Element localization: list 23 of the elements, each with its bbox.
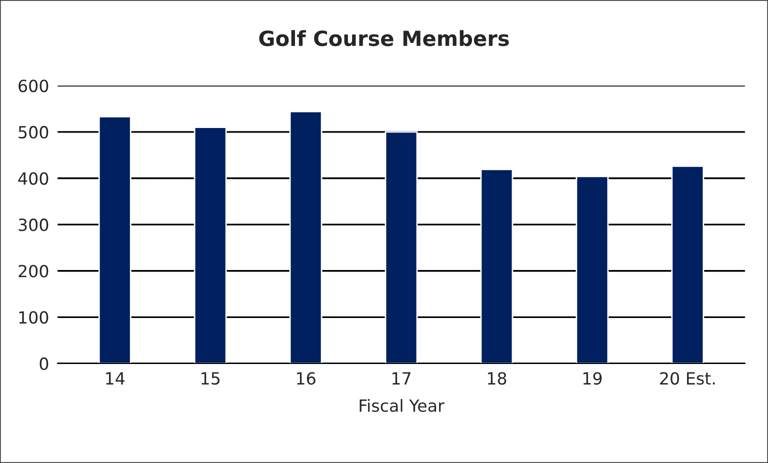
x-tick-label: 15 xyxy=(202,372,220,385)
x-tick-label: 16 xyxy=(297,372,316,385)
y-tick-label: 200 xyxy=(18,264,48,278)
x-tick-label: 19 xyxy=(583,372,602,385)
bar xyxy=(576,176,609,364)
bar xyxy=(480,168,514,364)
bar xyxy=(671,166,704,364)
y-tick-label: 100 xyxy=(19,311,48,324)
x-tick-label: 20 Est. xyxy=(660,372,715,385)
y-tick-label: 0 xyxy=(40,357,48,370)
y-tick-label: 300 xyxy=(18,218,48,232)
chart-title: Golf Course Members xyxy=(259,30,509,46)
x-tick-label: 14 xyxy=(106,372,125,384)
x-tick-label: 17 xyxy=(392,372,410,384)
x-tick-label: 18 xyxy=(488,372,506,385)
bar xyxy=(194,126,227,364)
y-tick-label: 500 xyxy=(18,126,48,139)
x-axis-title: Fiscal Year xyxy=(360,399,444,412)
bar xyxy=(384,131,418,364)
y-tick-label: 400 xyxy=(18,172,48,185)
y-tick-label: 600 xyxy=(18,80,48,92)
bar xyxy=(98,116,132,364)
bar xyxy=(289,110,322,364)
